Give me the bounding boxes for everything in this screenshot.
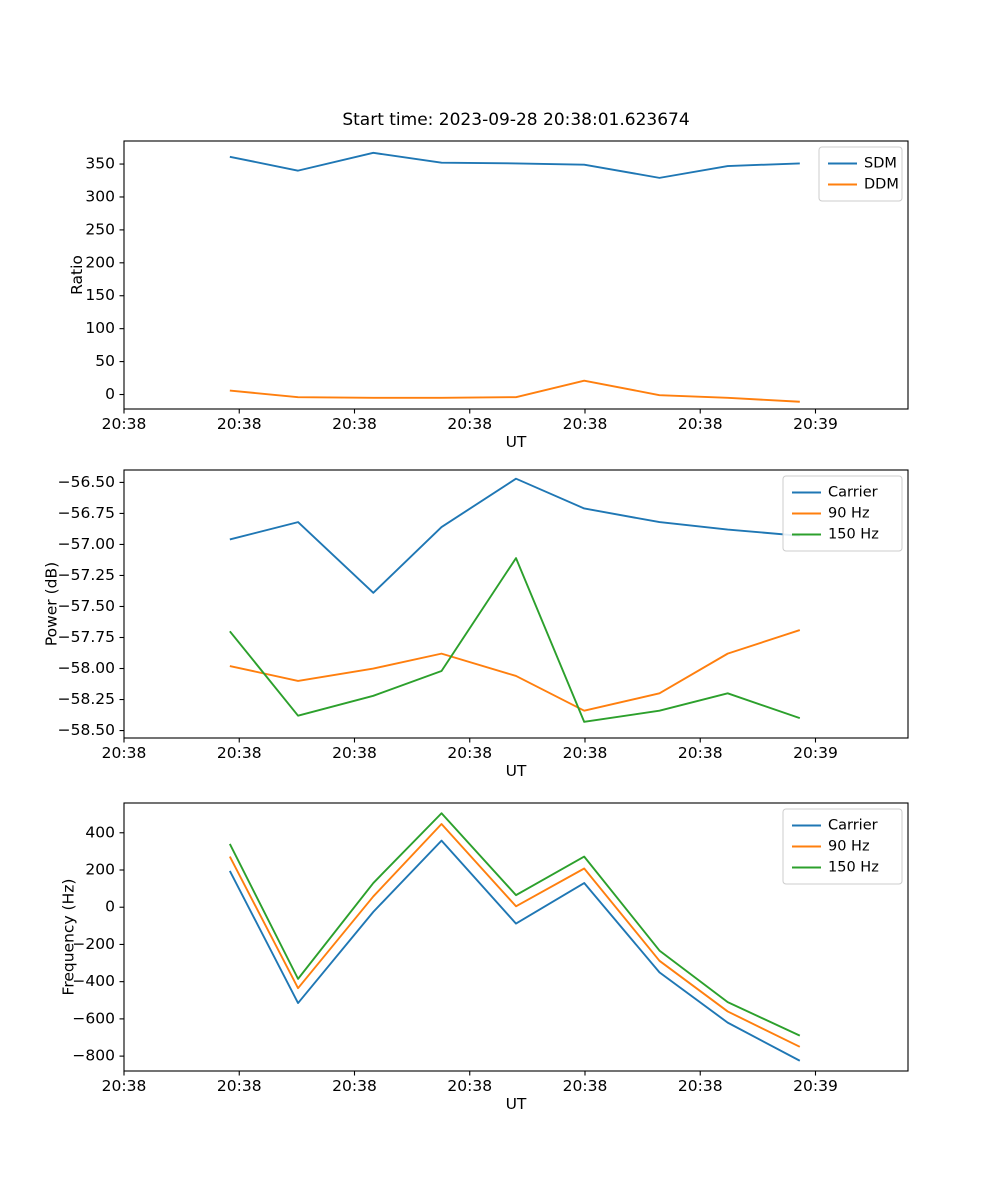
x-tick-label: 20:38	[102, 415, 147, 433]
x-axis-label: UT	[506, 762, 527, 780]
x-axis-label: UT	[506, 1095, 527, 1113]
y-tick-label: 200	[85, 253, 115, 271]
data-series-90-hz	[229, 629, 801, 712]
data-series-90-hz	[228, 823, 801, 1048]
x-tick-label: 20:39	[793, 415, 838, 433]
data-series-carrier	[229, 477, 800, 594]
x-tick-label: 20:38	[102, 744, 147, 762]
x-tick-label: 20:38	[678, 744, 723, 762]
legend-box	[782, 475, 903, 552]
x-tick-label: 20:38	[217, 1077, 262, 1095]
x-axis-label: UT	[506, 433, 527, 450]
y-tick-label: 0	[105, 385, 115, 403]
frequency-subplot: 20:38 20:38 20:38 20:38 20:38 20:38 20:39 400 20…	[0, 790, 1000, 1200]
y-tick-label: −57.00	[58, 535, 115, 553]
x-tick-label: 20:38	[102, 1077, 147, 1095]
y-tick-label: 50	[95, 352, 115, 370]
y-tick-label: −57.50	[58, 597, 115, 615]
data-series-sdm	[229, 151, 800, 179]
legend-box	[818, 146, 903, 202]
power-subplot: 20:38 20:38 20:38 20:38 20:38 20:38 20:39 −56.5…	[0, 450, 1000, 790]
y-tick-label: 400	[85, 823, 115, 841]
y-axis-label: Power (dB)	[42, 562, 60, 646]
legend-label-carrier: Carrier	[828, 485, 878, 501]
y-axis-label: Ratio	[68, 255, 86, 295]
legend-label-ddm: DDM	[864, 177, 899, 193]
y-tick-label: −200	[72, 935, 115, 953]
legend-label-150-hz: 150 Hz	[828, 860, 879, 876]
legend-label-90-hz: 90 Hz	[828, 506, 870, 522]
x-tick-label: 20:38	[217, 744, 262, 762]
x-tick-label: 20:38	[563, 415, 608, 433]
axes-spines	[123, 469, 909, 739]
y-tick-label: −57.75	[58, 628, 115, 646]
y-tick-label: 300	[85, 187, 115, 205]
y-tick-label: 0	[105, 898, 115, 916]
y-tick-label: −400	[72, 972, 115, 990]
y-tick-label: −56.75	[58, 504, 115, 522]
legend-label-150-hz: 150 Hz	[828, 527, 879, 543]
x-tick-label: 20:38	[678, 415, 723, 433]
x-tick-label: 20:38	[447, 415, 492, 433]
y-tick-label: −800	[72, 1047, 115, 1065]
x-tick-label: 20:38	[332, 744, 377, 762]
plot-area	[124, 803, 908, 1071]
x-tick-label: 20:38	[563, 744, 608, 762]
y-tick-label: 250	[85, 220, 115, 238]
y-tick-label: −58.25	[58, 690, 115, 708]
y-tick-label: 350	[85, 155, 115, 173]
ratio-subplot-canvas: Start time: 2023-09-28 20:38:01.623674 20…	[68, 110, 909, 450]
legend-label-90-hz: 90 Hz	[828, 839, 870, 855]
legend: Carrier 90 Hz 150 Hz	[782, 808, 903, 885]
ratio-subplot: Start time: 2023-09-28 20:38:01.623674 20…	[0, 0, 1000, 450]
y-axis-label: Frequency (Hz)	[60, 879, 78, 996]
x-tick-label: 20:38	[447, 744, 492, 762]
data-series-carrier	[228, 839, 801, 1062]
legend-box	[782, 808, 903, 885]
legend-label-carrier: Carrier	[828, 818, 878, 834]
data-series-ddm	[229, 379, 800, 403]
x-tick-label: 20:39	[793, 1077, 838, 1095]
x-tick-label: 20:39	[793, 744, 838, 762]
frequency-subplot-canvas: 20:38 20:38 20:38 20:38 20:38 20:38 20:39 400 20…	[60, 802, 909, 1113]
x-tick-label: 20:38	[678, 1077, 723, 1095]
figure-title: Start time: 2023-09-28 20:38:01.623674	[342, 110, 689, 130]
x-tick-label: 20:38	[332, 1077, 377, 1095]
plot-area	[124, 141, 908, 409]
legend: SDM DDM	[818, 146, 903, 202]
y-tick-label: −58.50	[58, 721, 115, 739]
x-tick-label: 20:38	[563, 1077, 608, 1095]
y-tick-label: 100	[85, 319, 115, 337]
y-tick-label: 200	[85, 861, 115, 879]
legend-label-sdm: SDM	[864, 156, 897, 172]
y-tick-label: −58.00	[58, 659, 115, 677]
plot-area	[124, 470, 908, 738]
x-tick-label: 20:38	[447, 1077, 492, 1095]
y-tick-label: −57.25	[58, 566, 115, 584]
legend: Carrier 90 Hz 150 Hz	[782, 475, 903, 552]
axes-spines	[123, 802, 909, 1072]
y-tick-label: −600	[72, 1009, 115, 1027]
data-series-150-hz	[229, 557, 801, 723]
power-subplot-canvas: 20:38 20:38 20:38 20:38 20:38 20:38 20:39 −56.5…	[42, 469, 909, 780]
axes-spines	[123, 140, 909, 410]
x-tick-label: 20:38	[332, 415, 377, 433]
data-series-150-hz	[228, 812, 801, 1037]
y-tick-label: −56.50	[58, 473, 115, 491]
y-tick-label: 150	[85, 286, 115, 304]
x-tick-label: 20:38	[217, 415, 262, 433]
